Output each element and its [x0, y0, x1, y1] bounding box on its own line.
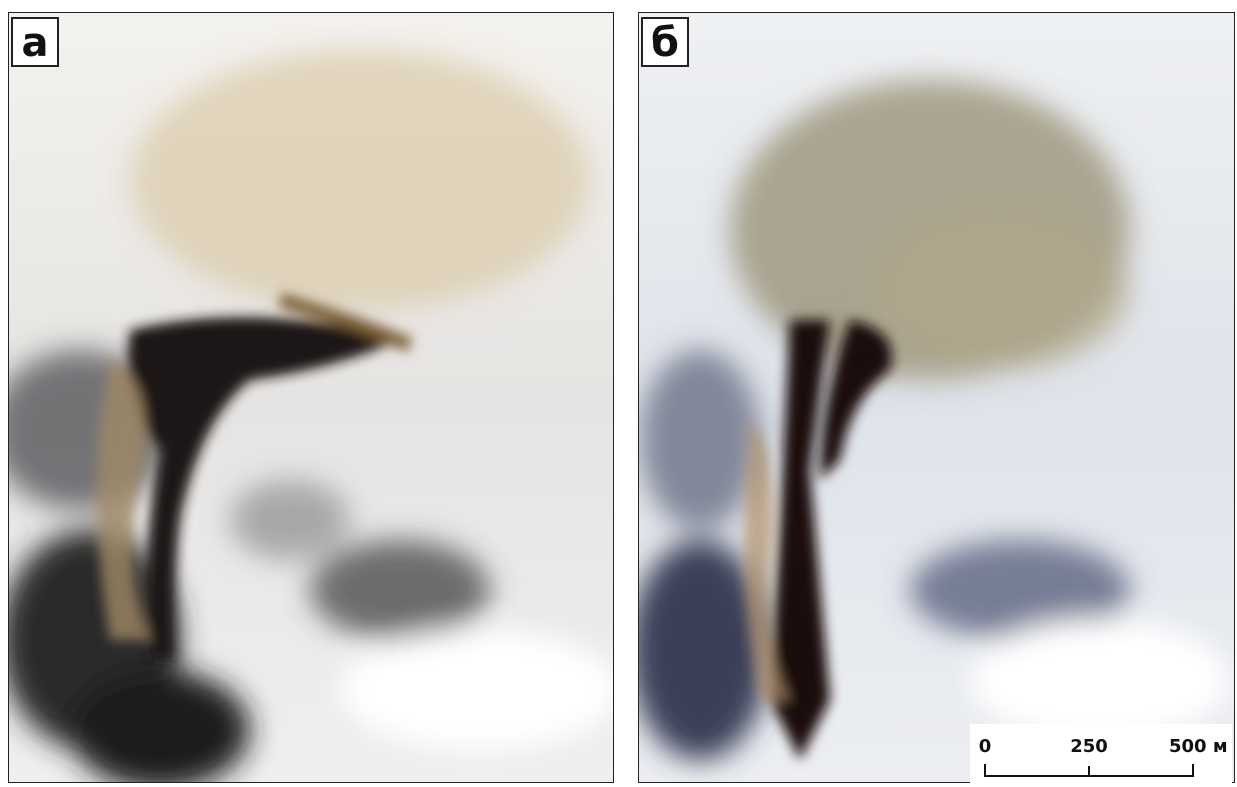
figure: а б 0 250 500 м — [0, 0, 1237, 787]
page: а б 0 250 500 м (() => { const data = JS… — [0, 0, 1237, 787]
panel-b-image — [630, 12, 1235, 783]
panel-label: б — [651, 20, 679, 66]
scale-label: 250 — [1070, 736, 1108, 757]
scale-label: 500 м — [1169, 736, 1228, 757]
scale-bar: 0 250 500 м — [970, 724, 1232, 784]
panel-a-image — [0, 12, 620, 787]
panel-label: а — [22, 20, 49, 66]
scale-label: 0 — [979, 736, 992, 757]
